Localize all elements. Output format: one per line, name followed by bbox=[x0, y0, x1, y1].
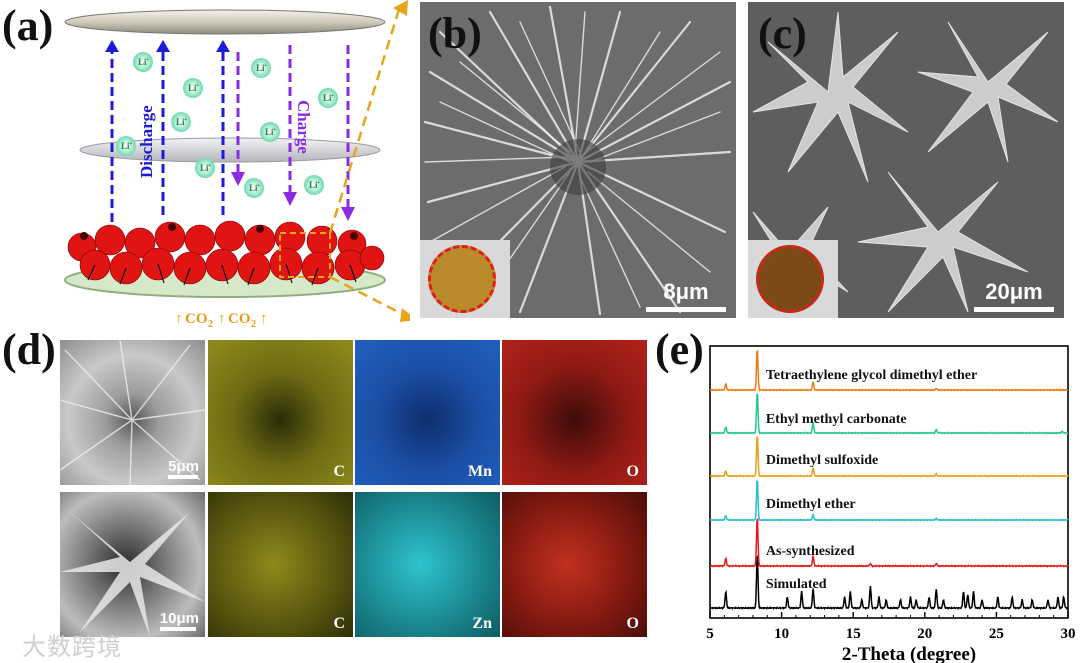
x-tick-label: 15 bbox=[846, 626, 861, 642]
svg-text:2: 2 bbox=[251, 319, 256, 330]
series-label: Dimethyl sulfoxide bbox=[766, 453, 878, 468]
svg-text:Li: Li bbox=[256, 63, 265, 73]
svg-text:Li: Li bbox=[138, 57, 147, 67]
li-ions: Li + Li + Li + Li + Li + Li + Li + Li + Li + Li + bbox=[116, 52, 338, 198]
svg-text:CO: CO bbox=[185, 311, 208, 327]
photo-inset-c bbox=[748, 240, 838, 318]
series-label: Simulated bbox=[766, 577, 827, 592]
x-tick-label: 20 bbox=[917, 626, 932, 642]
discharge-label: Discharge bbox=[137, 105, 156, 178]
svg-text:+: + bbox=[331, 93, 335, 99]
svg-text:Li: Li bbox=[176, 117, 185, 127]
battery-schematic: Discharge Charge Li + Li + Li + Li + Li + Li +… bbox=[64, 0, 410, 330]
series-line bbox=[709, 480, 1069, 522]
panel-label-d: (d) bbox=[2, 325, 56, 374]
panel-label-e: (e) bbox=[655, 325, 704, 374]
svg-text:+: + bbox=[273, 127, 277, 133]
li-ion: Li + bbox=[244, 178, 264, 198]
sem-image-b: 8μm bbox=[420, 2, 736, 318]
x-tick-label: 5 bbox=[706, 626, 714, 642]
svg-text:2: 2 bbox=[208, 319, 213, 330]
discharge-arrows bbox=[105, 40, 230, 222]
li-ion: Li + bbox=[133, 52, 153, 72]
eds-sem-row1: 5μm bbox=[60, 340, 205, 485]
eds-map-mn-row1: Mn bbox=[355, 340, 500, 485]
svg-text:+: + bbox=[317, 180, 321, 186]
eds-scale-row1: 5μm bbox=[168, 458, 199, 479]
eds-map-o-row2: O bbox=[502, 492, 647, 637]
eds-sem-texture bbox=[60, 340, 205, 485]
li-ion: Li + bbox=[260, 122, 280, 142]
svg-text:Li: Li bbox=[265, 127, 274, 137]
series-line bbox=[709, 517, 1069, 568]
li-ion: Li + bbox=[318, 88, 338, 108]
series-label: Dimethyl ether bbox=[766, 497, 856, 512]
separator bbox=[79, 137, 381, 163]
panel-label-b: (b) bbox=[428, 9, 482, 58]
svg-text:Li: Li bbox=[323, 93, 332, 103]
svg-text:+: + bbox=[184, 117, 188, 123]
sem-image-c: 20μm bbox=[748, 2, 1064, 318]
eds-element-label: Mn bbox=[468, 463, 492, 480]
eds-map-c-row2: C bbox=[208, 492, 353, 637]
svg-text:+: + bbox=[257, 183, 261, 189]
series-line bbox=[709, 436, 1069, 478]
zoom-box bbox=[279, 232, 331, 278]
svg-text:Li: Li bbox=[200, 163, 209, 173]
x-tick-label: 10 bbox=[774, 626, 789, 642]
series-line bbox=[709, 349, 1069, 392]
svg-text:Li: Li bbox=[121, 141, 130, 151]
eds-element-label: C bbox=[333, 615, 345, 632]
eds-sem-texture bbox=[60, 512, 205, 637]
eds-sem-row2: 10μm bbox=[60, 492, 205, 637]
series-line bbox=[709, 554, 1069, 611]
svg-text:Li: Li bbox=[309, 180, 318, 190]
photo-inset-b bbox=[420, 240, 510, 318]
x-tick-label: 30 bbox=[1061, 626, 1076, 642]
svg-text:CO: CO bbox=[228, 311, 251, 327]
eds-element-label: Zn bbox=[472, 615, 492, 632]
co2-labels: ↑ CO 2 ↑ CO 2 ↑ bbox=[175, 311, 268, 330]
eds-element-label: O bbox=[626, 463, 639, 480]
top-electrode bbox=[64, 9, 386, 35]
eds-scale-row2: 10μm bbox=[159, 610, 199, 631]
svg-text:+: + bbox=[264, 63, 268, 69]
series-label: Ethyl methyl carbonate bbox=[766, 412, 907, 427]
eds-map-c-row1: C bbox=[208, 340, 353, 485]
svg-text:↑: ↑ bbox=[175, 311, 183, 327]
li-ion: Li + bbox=[251, 58, 271, 78]
scale-bar-b: 8μm bbox=[646, 279, 726, 312]
series-label: As-synthesized bbox=[766, 544, 855, 559]
eds-element-label: C bbox=[333, 463, 345, 480]
svg-text:+: + bbox=[129, 141, 133, 147]
scale-bar-c: 20μm bbox=[974, 279, 1054, 312]
charge-arrows bbox=[231, 45, 355, 221]
eds-element-label: O bbox=[626, 615, 639, 632]
series-label: Tetraethylene glycol dimethyl ether bbox=[766, 368, 977, 383]
li-ion: Li + bbox=[116, 136, 136, 156]
charge-label: Charge bbox=[294, 100, 313, 154]
x-tick-label: 25 bbox=[989, 626, 1004, 642]
li-ion: Li + bbox=[171, 112, 191, 132]
svg-text:+: + bbox=[146, 57, 150, 63]
x-axis-label: 2-Theta (degree) bbox=[842, 644, 976, 663]
watermark: 大数跨境 bbox=[22, 633, 122, 661]
svg-text:Li: Li bbox=[249, 183, 258, 193]
eds-map-zn-row2: Zn bbox=[355, 492, 500, 637]
li-ion: Li + bbox=[304, 175, 324, 195]
svg-text:↑: ↑ bbox=[218, 311, 226, 327]
svg-text:Li: Li bbox=[188, 83, 197, 93]
li-ion: Li + bbox=[183, 78, 203, 98]
svg-text:↑: ↑ bbox=[260, 311, 268, 327]
panel-label-a: (a) bbox=[2, 1, 54, 50]
series-line bbox=[709, 393, 1069, 435]
eds-map-o-row1: O bbox=[502, 340, 647, 485]
li-ion: Li + bbox=[195, 158, 215, 178]
plot-frame bbox=[709, 345, 1069, 619]
svg-text:+: + bbox=[196, 83, 200, 89]
svg-text:+: + bbox=[208, 163, 212, 169]
panel-label-c: (c) bbox=[758, 9, 807, 58]
